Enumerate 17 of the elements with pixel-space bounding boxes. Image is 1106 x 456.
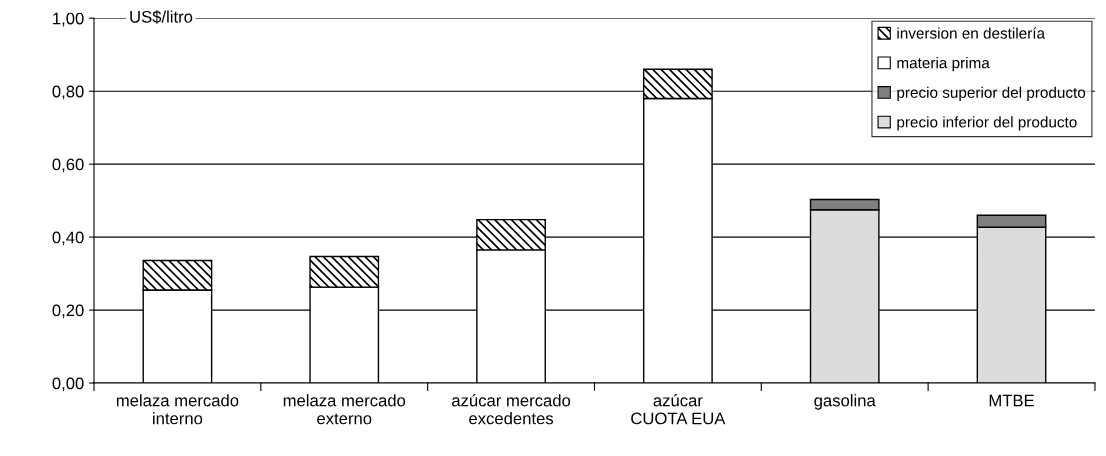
legend-label: precio superior del producto <box>897 86 1086 101</box>
legend-label: precio inferior del producto <box>897 116 1077 131</box>
y-tick-label: 0,20 <box>52 304 84 319</box>
x-tick-label: MTBE <box>989 394 1034 407</box>
x-tick-label: azúcar mercado excedentes <box>452 393 571 425</box>
x-tick-label: melaza mercado interno <box>116 394 239 425</box>
x-tick-label: azúcar CUOTA EUA <box>631 393 726 425</box>
x-tick-label: gasolina <box>814 394 876 410</box>
x-tick-label: melaza mercado externo <box>283 394 406 425</box>
y-axis-title: US$/litro <box>130 10 193 24</box>
y-tick-label: 0,80 <box>52 85 84 100</box>
legend-label: materia prima <box>897 57 990 72</box>
y-tick-label: 0,00 <box>52 377 84 392</box>
legend-label: inversion en destilería <box>897 27 1046 39</box>
y-tick-label: 0,60 <box>52 158 84 173</box>
y-tick-label: 1,00 <box>53 12 84 27</box>
y-tick-label: 0,40 <box>52 231 84 246</box>
